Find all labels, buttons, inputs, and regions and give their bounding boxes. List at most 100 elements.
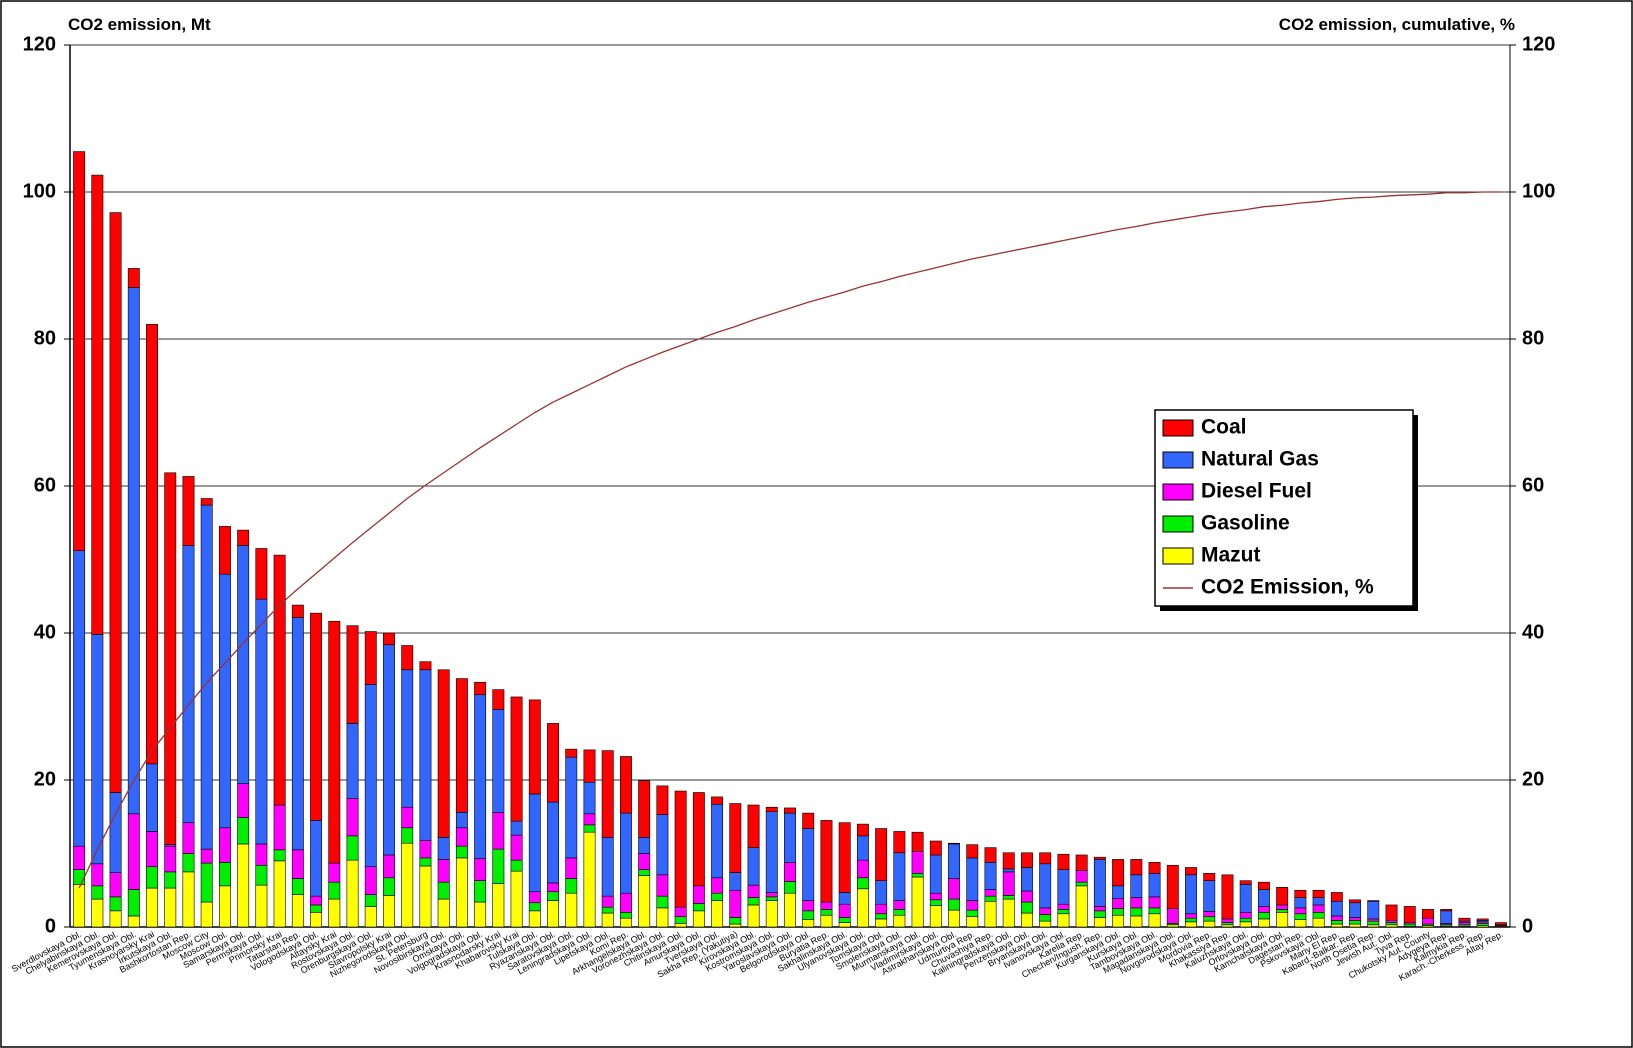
bar-segment [1330, 920, 1343, 925]
bar-segment [91, 898, 104, 928]
bar-segment [383, 644, 395, 856]
bar-segment [492, 883, 505, 928]
bar-segment [565, 892, 578, 928]
bar-segment [510, 834, 523, 861]
bar-segment [674, 790, 687, 908]
bar-segment [656, 895, 669, 909]
bar-segment [1039, 920, 1052, 928]
bar-segment [856, 859, 869, 879]
bar-segment [346, 859, 359, 928]
legend-label: Mazut [1201, 544, 1261, 567]
bar-segment [656, 785, 669, 815]
bar-segment [1166, 908, 1179, 924]
bar-segment [1239, 911, 1252, 919]
bar-segment [1093, 859, 1106, 907]
bar-segment [1148, 907, 1161, 915]
bar-segment [218, 862, 231, 887]
bar-segment [601, 895, 614, 908]
bar-segment [747, 904, 760, 928]
bar-segment [1312, 889, 1325, 898]
bar-segment [1385, 904, 1398, 921]
legend-swatch [1162, 547, 1194, 565]
bar-segment [364, 906, 377, 928]
bar-segment [328, 881, 341, 900]
bar-segment [127, 915, 140, 928]
bar-segment [893, 831, 906, 854]
bar-segment [492, 812, 505, 850]
bar-segment [1057, 909, 1070, 915]
y-tick-label: 20 [34, 768, 56, 790]
bar-segment [1221, 924, 1234, 928]
bar-segment [911, 873, 924, 878]
y-tick-label: 60 [34, 474, 56, 496]
bar-segment [1002, 852, 1015, 870]
bar-segment [711, 900, 724, 928]
bar-segment [638, 875, 651, 928]
bar-segment [547, 891, 559, 901]
bar-segment [73, 151, 86, 551]
bar-segment [310, 911, 323, 928]
bar-segment [528, 902, 541, 912]
bar-segment [1075, 881, 1088, 887]
bar-segment [200, 862, 213, 903]
bar-segment [1257, 889, 1270, 907]
legend-box [1154, 409, 1414, 607]
bar-segment [328, 862, 341, 883]
bar-segment [638, 853, 651, 870]
bar-segment [291, 894, 304, 928]
bar-segment [1185, 913, 1197, 919]
bar-segment [1057, 869, 1070, 905]
bar-segment [1002, 871, 1015, 896]
bar-segment [729, 803, 742, 873]
bar-segment [364, 866, 377, 895]
bar-segment [218, 885, 231, 928]
bar-segment [802, 910, 815, 920]
bar-segment [1021, 901, 1033, 914]
bar-segment [492, 689, 505, 710]
legend-label: Gasoline [1201, 512, 1290, 535]
y2-axis-title: CO2 emission, cumulative, % [1279, 15, 1515, 34]
bar-segment [856, 877, 869, 890]
bar-segment [692, 903, 705, 912]
y2-tick-label: 40 [1522, 621, 1544, 643]
bar-segment [73, 884, 86, 928]
bar-segment [619, 892, 632, 913]
bar-segment [1312, 897, 1325, 906]
y-axis-title: CO2 emission, Mt [68, 15, 211, 34]
bar-segment [802, 812, 815, 829]
bar-segment [109, 792, 122, 873]
bar-segment [1403, 906, 1416, 923]
bar-segment [674, 923, 687, 928]
bar-segment [1221, 918, 1234, 923]
bar-segment [346, 835, 359, 861]
bar-segment [674, 906, 687, 918]
bar-segment [601, 837, 614, 897]
bar-segment [966, 916, 979, 928]
bar-segment [1057, 853, 1070, 870]
bar-segment [1185, 867, 1197, 876]
bar-segment [948, 843, 961, 879]
bar-segment [528, 910, 541, 928]
bar-segment [765, 896, 778, 901]
bar-segment [1367, 900, 1380, 920]
bar-segment [1148, 862, 1161, 874]
bar-segment [692, 792, 705, 887]
bar-segment [711, 803, 724, 879]
bar-segment [1203, 911, 1216, 918]
bar-segment [510, 820, 523, 836]
bar-segment [528, 891, 541, 904]
bar-segment [364, 684, 377, 868]
bar-segment [948, 842, 961, 845]
bar-segment [127, 813, 140, 890]
bar-segment [1075, 870, 1088, 883]
bar-segment [619, 917, 632, 928]
bar-segment [1112, 859, 1125, 887]
bar-segment [419, 865, 432, 928]
bar-segment [1367, 920, 1380, 926]
bar-segment [237, 529, 250, 546]
bar-segment [1057, 913, 1070, 928]
bar-segment [1239, 884, 1252, 913]
bar-segment [328, 898, 341, 928]
bar-segment [273, 860, 286, 928]
bar-segment [146, 763, 158, 832]
